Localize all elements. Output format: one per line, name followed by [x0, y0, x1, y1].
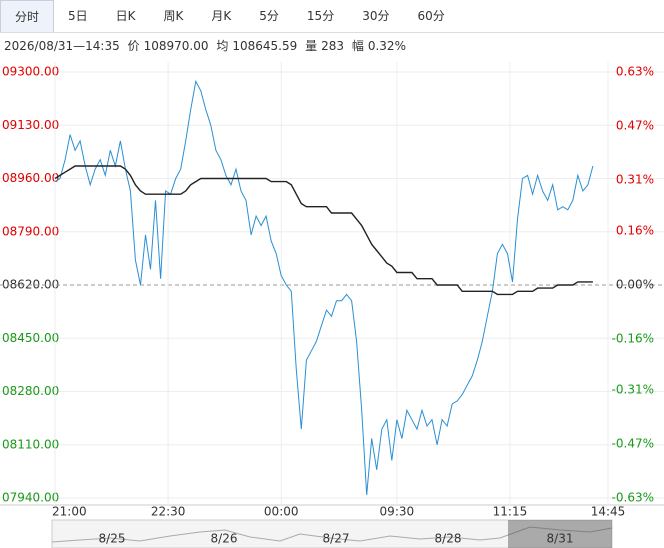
- info-line: 2026/08/31—14:35 价 108970.00 均 108645.59 量…: [0, 33, 664, 59]
- y-tick-label: 08280.00: [2, 384, 59, 398]
- tab[interactable]: 5日: [68, 9, 88, 23]
- x-tick-label: 22:30: [151, 505, 186, 519]
- y2-tick-label: 0.63%: [616, 65, 654, 79]
- label: 均: [216, 39, 229, 53]
- avg: 108645.59: [232, 39, 298, 53]
- navigator-label: 8/27: [323, 532, 350, 546]
- y2-tick-label: -0.63%: [612, 491, 654, 505]
- y-tick-label: 09130.00: [2, 118, 59, 132]
- navigator-label: 8/31: [547, 532, 574, 546]
- x-tick-label: 09:30: [380, 505, 415, 519]
- label: 价: [127, 39, 140, 53]
- navigator-selection[interactable]: [508, 520, 612, 548]
- y2-tick-label: 0.00%: [616, 278, 654, 292]
- y-tick-label: 08110.00: [2, 437, 59, 451]
- navigator-label: 8/28: [435, 532, 462, 546]
- y2-tick-label: 0.47%: [616, 119, 654, 133]
- navigator-label: 8/25: [99, 532, 126, 546]
- y2-tick-label: 0.31%: [616, 173, 654, 187]
- tab[interactable]: 分时: [0, 0, 55, 32]
- amplitude: 0.32%: [367, 39, 406, 53]
- y-tick-label: 07940.00: [2, 491, 59, 505]
- y-tick-label: 08450.00: [2, 331, 59, 345]
- tab[interactable]: 月K: [211, 9, 232, 23]
- navigator-line: [51, 526, 613, 543]
- tab[interactable]: 30分: [362, 9, 390, 23]
- label: 量: [305, 39, 318, 53]
- navigator: [51, 519, 613, 548]
- navigator-label: 8/26: [211, 532, 238, 546]
- series-line: [54, 79, 594, 495]
- x-tick-label: 00:00: [264, 505, 299, 519]
- tab[interactable]: 15分: [306, 9, 335, 23]
- x-tick-label: 11:15: [493, 505, 528, 519]
- tab-bar: 分时 5日 日K 周K 月K 5分 15分 30分 60分: [0, 0, 664, 33]
- y2-tick-label: 0.16%: [616, 223, 654, 237]
- time: 2026/08/31—14:35: [4, 39, 120, 53]
- x-tick-label: 14:45: [591, 505, 626, 519]
- y2-tick-label: -0.47%: [612, 436, 654, 450]
- y-tick-label: 08790.00: [2, 224, 59, 238]
- label: 幅: [351, 39, 364, 53]
- y2-tick-label: -0.16%: [612, 332, 654, 346]
- y-tick-label: 08960.00: [2, 171, 59, 185]
- tab[interactable]: 60分: [417, 9, 445, 23]
- tab[interactable]: 日K: [115, 9, 136, 23]
- series-line: [54, 165, 593, 296]
- y2-tick-label: -0.31%: [612, 382, 654, 396]
- x-tick-label: 21:00: [52, 505, 87, 519]
- y-tick-label: 09300.00: [2, 65, 59, 79]
- tab[interactable]: 5分: [259, 9, 279, 23]
- tab[interactable]: 周K: [163, 9, 184, 23]
- price: 108970.00: [143, 39, 209, 53]
- volume: 283: [321, 39, 344, 53]
